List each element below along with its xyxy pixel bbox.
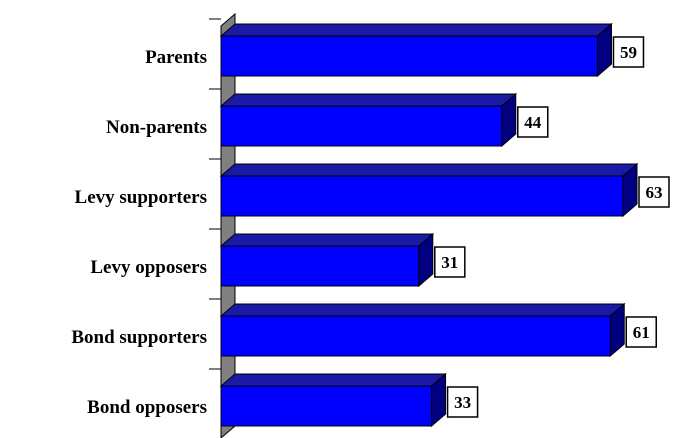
axis-wall [209,12,236,438]
category-label: Non-parents [106,117,207,138]
bar-top-face [219,23,613,37]
category-label: Bond opposers [87,397,207,418]
bar-bond-opposers [219,372,447,428]
data-label-box [625,316,657,348]
data-label: 59 [620,43,637,62]
data-labels: 59 44 63 31 61 33 [434,36,670,418]
bar-top-face [219,303,626,317]
bar-front-face [220,315,611,357]
category-label: Levy supporters [75,187,207,208]
bar-top-face [219,233,435,247]
data-label: 63 [646,183,663,202]
category-label: Levy opposers [90,257,207,278]
bar-bond-supporters [219,302,626,358]
data-label-box [434,246,466,278]
bar-levy-opposers [219,232,435,288]
data-label: 31 [441,253,458,272]
bar-top-face [219,93,518,107]
category-labels: Parents Non-parents Levy supporters Levy op… [71,47,207,418]
bar-front-face [220,35,598,77]
bar-front-face [220,245,420,287]
data-label-box [446,386,479,418]
category-label: Bond supporters [71,327,207,348]
axis-wall-face [220,12,236,438]
bars [219,22,639,428]
bar-top-face [219,373,447,387]
bar-front-face [220,105,503,147]
bar-parents [219,22,613,78]
bar-non-parents [219,92,518,148]
bar-top-face [219,163,639,177]
bar-levy-supporters [219,162,639,218]
data-label-box [517,106,549,138]
data-label: 33 [454,393,471,412]
data-label: 44 [524,113,542,132]
bar-front-face [220,175,624,217]
bar-front-face [220,385,433,427]
category-label: Parents [145,47,207,68]
data-label: 61 [633,323,650,342]
data-label-box [612,36,645,68]
data-label-box [638,176,670,208]
